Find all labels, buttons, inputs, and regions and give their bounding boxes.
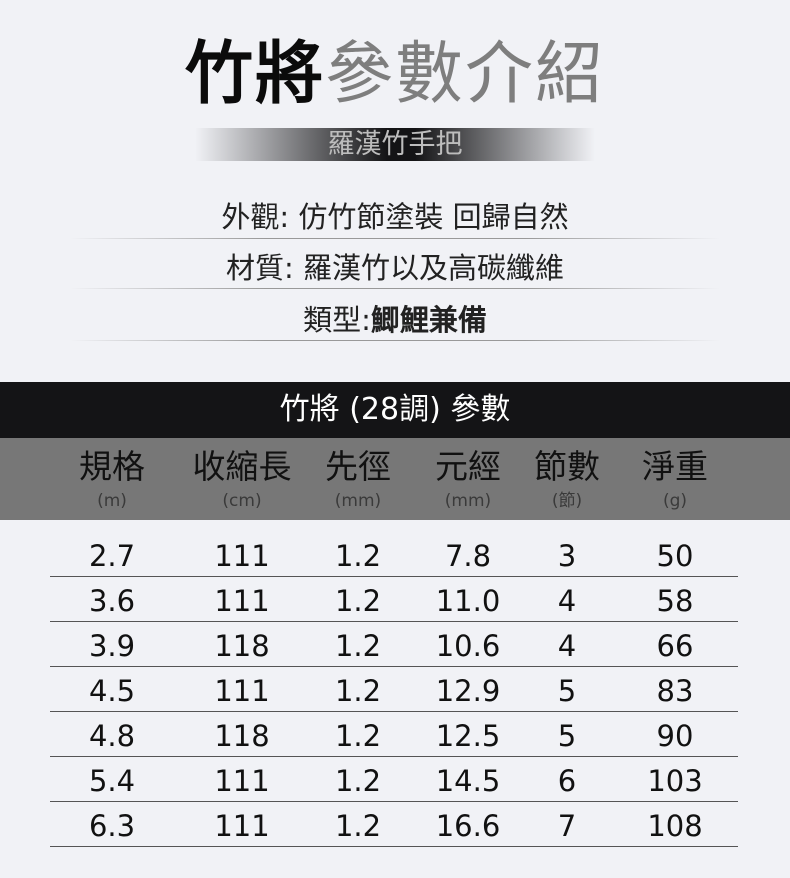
table-cell: 10.6 xyxy=(435,629,501,663)
table-row: 3.6 111 1.2 11.0 4 58 xyxy=(50,576,738,622)
table-cell: 111 xyxy=(214,674,270,708)
column-header-name: 節數 xyxy=(534,447,600,486)
table-cell: 4 xyxy=(557,584,577,618)
table-cell: 5 xyxy=(557,674,577,708)
table-cell: 4 xyxy=(557,629,577,663)
table-cell: 111 xyxy=(214,539,270,573)
table-cell: 7.8 xyxy=(444,539,492,573)
table-cell: 111 xyxy=(214,764,270,798)
table-cell: 118 xyxy=(214,719,270,753)
feature-type: 類型:鯽鯉兼備 xyxy=(303,303,487,337)
column-header-name: 先徑 xyxy=(325,447,391,486)
feature-material: 材質: 羅漢竹以及高碳纖維 xyxy=(226,251,564,285)
page-title: 竹將參數介紹 xyxy=(0,30,790,120)
divider xyxy=(70,288,720,289)
table-cell: 3.9 xyxy=(88,629,136,663)
table-row: 5.4 111 1.2 14.5 6 103 xyxy=(50,756,738,802)
title-light: 參數介紹 xyxy=(325,35,606,114)
column-header-name: 元經 xyxy=(435,447,501,486)
divider xyxy=(70,238,720,239)
table-cell: 118 xyxy=(214,629,270,663)
column-header-name: 規格 xyxy=(79,447,145,486)
column-header-unit: (g) xyxy=(662,491,688,511)
table-cell: 83 xyxy=(656,674,694,708)
table-cell: 103 xyxy=(647,764,703,798)
table-cell: 7 xyxy=(557,809,577,843)
feature-appearance: 外觀: 仿竹節塗裝 回歸自然 xyxy=(221,200,569,234)
table-cell: 11.0 xyxy=(435,584,501,618)
subtitle-band: 羅漢竹手把 xyxy=(195,128,595,161)
table-cell: 90 xyxy=(656,719,694,753)
table-row: 6.3 111 1.2 16.6 7 108 xyxy=(50,801,738,847)
title-bold: 竹將 xyxy=(184,35,325,114)
table-cell: 4.5 xyxy=(88,674,136,708)
table-cell: 6 xyxy=(557,764,577,798)
table-cell: 50 xyxy=(656,539,694,573)
table-cell: 1.2 xyxy=(334,719,382,753)
table-cell: 1.2 xyxy=(334,764,382,798)
table-row: 4.8 118 1.2 12.5 5 90 xyxy=(50,711,738,757)
column-header-name: 淨重 xyxy=(642,447,708,486)
table-cell: 1.2 xyxy=(334,809,382,843)
table-cell: 12.9 xyxy=(435,674,501,708)
table-cell: 3 xyxy=(557,539,577,573)
table-cell: 12.5 xyxy=(435,719,501,753)
table-cell: 58 xyxy=(656,584,694,618)
column-header-unit: (mm) xyxy=(444,491,492,511)
table-cell: 5 xyxy=(557,719,577,753)
table-cell: 1.2 xyxy=(334,539,382,573)
table-cell: 14.5 xyxy=(435,764,501,798)
column-header-unit: (節) xyxy=(551,491,583,511)
table-row: 4.5 111 1.2 12.9 5 83 xyxy=(50,666,738,712)
column-header-unit: (mm) xyxy=(334,491,382,511)
table-row: 3.9 118 1.2 10.6 4 66 xyxy=(50,621,738,667)
table-cell: 1.2 xyxy=(334,629,382,663)
table-cell: 111 xyxy=(214,809,270,843)
table-cell: 66 xyxy=(656,629,694,663)
table-cell: 4.8 xyxy=(88,719,136,753)
table-cell: 1.2 xyxy=(334,584,382,618)
column-header-unit: (cm) xyxy=(222,491,262,511)
table-cell: 6.3 xyxy=(88,809,136,843)
column-header-unit: (m) xyxy=(97,491,127,511)
table-row: 2.7 111 1.2 7.8 3 50 xyxy=(50,531,738,577)
table-cell: 3.6 xyxy=(88,584,136,618)
table-cell: 111 xyxy=(214,584,270,618)
table-header: 規格 (m) 收縮長 (cm) 先徑 (mm) 元經 (mm) 節數 (節) 淨重 (g) xyxy=(0,438,790,520)
table-cell: 108 xyxy=(647,809,703,843)
table-title: 竹將 (28調) 參數 xyxy=(0,382,790,438)
table-cell: 16.6 xyxy=(435,809,501,843)
divider xyxy=(70,340,720,341)
column-header-name: 收縮長 xyxy=(192,447,292,486)
table-cell: 5.4 xyxy=(88,764,136,798)
table-cell: 1.2 xyxy=(334,674,382,708)
table-cell: 2.7 xyxy=(88,539,136,573)
